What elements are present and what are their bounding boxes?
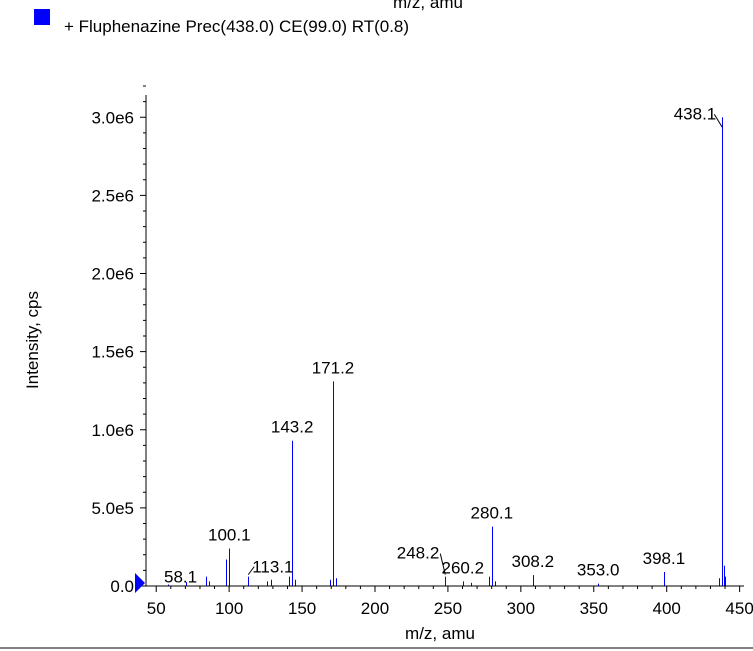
spectrum-peaks xyxy=(168,117,726,586)
peak-label-leader xyxy=(439,553,446,575)
y-tick-label: 0.0 xyxy=(110,577,134,596)
peak-label: 353.0 xyxy=(577,561,620,580)
y-axis-ticks: 0.0 5.0e5 1.0e6 1.5e6 2.0e6 2.5e6 3.0e6 xyxy=(91,85,146,596)
peak-label: 260.2 xyxy=(442,558,485,577)
x-axis-ticks: 50 100 150 200 250 300 350 400 450 xyxy=(147,586,753,618)
peak-label: 308.2 xyxy=(512,552,555,571)
y-tick-label: 1.0e6 xyxy=(91,421,134,440)
y-tick-label: 2.5e6 xyxy=(91,186,134,205)
y-tick-label: 5.0e5 xyxy=(91,499,134,518)
x-tick-label: 100 xyxy=(215,599,243,618)
peak-label: 58.1 xyxy=(164,567,197,586)
y-axis-title: Intensity, cps xyxy=(23,291,42,389)
axis-marker-triangle xyxy=(135,573,145,593)
peak-label-leader xyxy=(713,113,723,128)
y-tick-label: 3.0e6 xyxy=(91,108,134,127)
peak-label-leader xyxy=(247,566,255,575)
x-tick-label: 50 xyxy=(147,599,166,618)
x-tick-label: 350 xyxy=(580,599,608,618)
legend-label: + Fluphenazine Prec(438.0) CE(99.0) RT(0… xyxy=(64,17,409,36)
x-axis-title: m/z, amu xyxy=(405,624,475,643)
peak-label: 398.1 xyxy=(643,549,686,568)
peak-label: 143.2 xyxy=(271,418,314,437)
legend-swatch xyxy=(34,9,50,25)
peak-label: 248.2 xyxy=(397,544,440,563)
peak-label: 100.1 xyxy=(208,526,251,545)
x-tick-label: 150 xyxy=(288,599,316,618)
top-cut-axis-label: m/z, amu xyxy=(393,0,463,12)
x-tick-label: 400 xyxy=(653,599,681,618)
y-tick-label: 2.0e6 xyxy=(91,265,134,284)
y-tick-label: 1.5e6 xyxy=(91,343,134,362)
x-tick-label: 450 xyxy=(725,599,753,618)
x-tick-label: 300 xyxy=(507,599,535,618)
peak-label: 438.1 xyxy=(674,104,717,123)
x-tick-label: 200 xyxy=(361,599,389,618)
peak-label: 113.1 xyxy=(252,558,293,577)
peak-label: 171.2 xyxy=(312,358,355,377)
x-tick-label: 250 xyxy=(434,599,462,618)
peak-label: 280.1 xyxy=(471,504,514,523)
